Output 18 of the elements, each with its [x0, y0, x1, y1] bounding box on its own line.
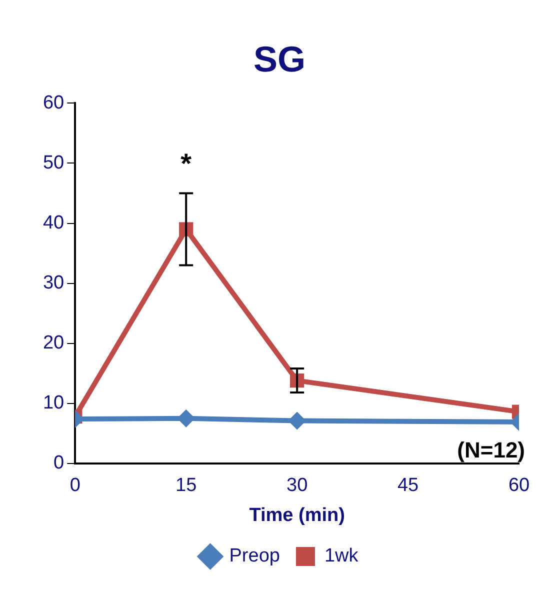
y-tick-label: 10 — [42, 392, 64, 414]
legend-label: 1wk — [324, 546, 359, 567]
x-tick-label: 15 — [176, 475, 197, 496]
x-tick-label: 60 — [508, 475, 530, 496]
y-tick-label: 20 — [42, 332, 64, 354]
annotation: (N=12) — [457, 437, 525, 462]
chart-title: SG — [253, 38, 306, 80]
x-tick-label: 0 — [70, 475, 80, 496]
x-tick-label: 45 — [397, 475, 419, 496]
annotation: * — [180, 148, 192, 179]
y-tick-label: 30 — [42, 272, 64, 294]
y-tick-label: 40 — [42, 212, 64, 234]
y-tick-label: 0 — [54, 452, 64, 474]
legend-label: Preop — [229, 546, 280, 567]
y-tick-label: 60 — [42, 92, 64, 114]
x-tick-label: 30 — [286, 475, 308, 496]
x-axis-title: Time (min) — [249, 504, 345, 526]
y-tick-label: 50 — [42, 152, 64, 174]
